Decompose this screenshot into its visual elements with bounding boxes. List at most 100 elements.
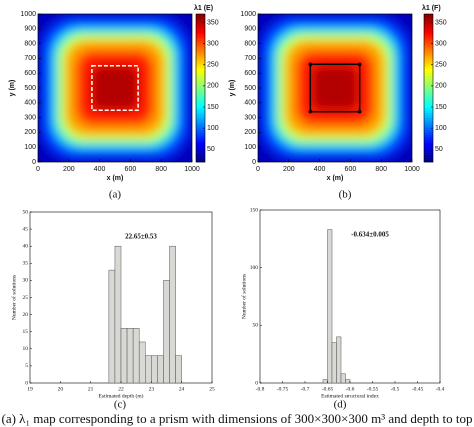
colorbar-cell [424,95,433,99]
x-tick-label: 600 [125,166,137,173]
colorbar-tick-label: 300 [207,40,219,47]
colorbar-cell [424,23,433,27]
colorbar-cell [424,139,433,143]
x-tick-label: -0.7 [301,386,310,392]
panel-label: (a) [109,189,122,201]
colorbar-cell [424,97,433,101]
colorbar-cell [196,14,205,17]
x-tick-label: 800 [155,166,167,173]
colorbar-cell [424,110,433,113]
colorbar-cell [424,28,433,32]
colorbar-cell [196,26,205,30]
prism-outline [309,63,361,113]
colorbar-cell [424,100,433,104]
histogram-bar [345,379,351,384]
colorbar-cell [424,122,433,126]
colorbar-cell [196,137,205,141]
colorbar-cell [196,60,205,64]
colorbar-cell [424,129,433,133]
y-tick-label: 25 [23,295,29,301]
panel-label: (b) [339,189,352,201]
colorbar-cell [196,38,205,42]
y-tick-label: 500 [24,85,36,92]
x-tick-label: 23 [149,386,155,392]
x-tick-label: 21 [88,386,94,392]
colorbar-frame [195,13,206,163]
colorbar-cell [424,152,433,155]
colorbar-cell [424,90,433,94]
histogram-bar [114,245,122,384]
x-axis-label: x (m) [327,175,344,182]
x-tick-label: 400 [94,166,106,173]
y-tick-label: 300 [24,114,36,121]
x-tick-label: 19 [27,386,33,392]
colorbar-tick-label: 100 [207,125,219,132]
colorbar-cell [424,88,433,91]
histogram-bar [175,355,182,384]
colorbar-cell [196,129,205,133]
histogram-bar [336,336,342,384]
colorbar-cell [424,43,433,47]
y-tick-label: 50 [23,209,29,215]
colorbar-cell [196,31,205,35]
y-tick-label: 1000 [240,11,256,18]
colorbar-cell [196,28,205,32]
colorbar-cell [196,97,205,101]
colorbar-cell [424,83,433,86]
colorbar-cell [196,154,205,158]
colorbar-cell [196,120,205,123]
y-tick-label: 200 [24,129,36,136]
corner-marker [357,109,362,114]
colorbar-cell [424,107,433,111]
colorbar-cell [424,18,433,22]
y-tick-label: 600 [24,70,36,77]
histogram-bar [126,328,134,384]
colorbar-cell [424,78,433,81]
colorbar-cell [196,100,205,104]
colorbar-tick-label: 350 [207,19,219,26]
y-tick-label: 0 [255,380,258,386]
y-tick-label: 100 [24,144,36,151]
colorbar-cell [424,159,433,163]
y-tick-label: 5 [25,363,28,369]
colorbar-cell [424,149,433,153]
colorbar-cell [196,88,205,91]
colorbar-tick-label: 150 [207,104,219,111]
histogram-bar [331,342,337,384]
colorbar-cell [424,58,433,62]
colorbar-frame [423,13,434,163]
y-tick-label: 500 [244,85,256,92]
colorbar-cell [196,73,205,76]
colorbar-cell [424,142,433,146]
y-tick-label: 200 [244,129,256,136]
y-tick-label: 100 [244,144,256,151]
colorbar-tick-label: 250 [207,62,219,69]
y-tick-label: 100 [250,265,259,271]
colorbar-cell [196,147,205,150]
colorbar-cell [196,132,205,136]
histogram-bar [145,355,152,384]
histogram-bar [151,355,158,384]
x-tick-label: 22 [118,386,124,392]
annotation: 22.65±0.53 [125,233,157,241]
colorbar-cell [196,92,205,96]
colorbar-cell [196,127,205,131]
histogram-bar [340,373,346,384]
corner-marker [357,62,362,67]
y-tick-label: 1000 [20,11,36,18]
colorbar-cell [424,48,433,52]
colorbar-cell [196,55,205,59]
colorbar-tick-label: 200 [435,83,447,90]
plot-frame [259,209,441,384]
y-tick-label: 30 [23,278,29,284]
heatmap-field [258,14,412,162]
colorbar-tick-label: 100 [435,125,447,132]
x-tick-label: -0.4 [436,386,445,392]
colorbar-cell [424,63,433,67]
x-tick-label: 24 [179,386,185,392]
x-tick-label: 25 [209,386,215,392]
colorbar-cell [424,75,433,79]
x-tick-label: 0 [256,166,260,173]
y-tick-label: 300 [244,114,256,121]
y-tick-label: 0 [32,159,36,166]
